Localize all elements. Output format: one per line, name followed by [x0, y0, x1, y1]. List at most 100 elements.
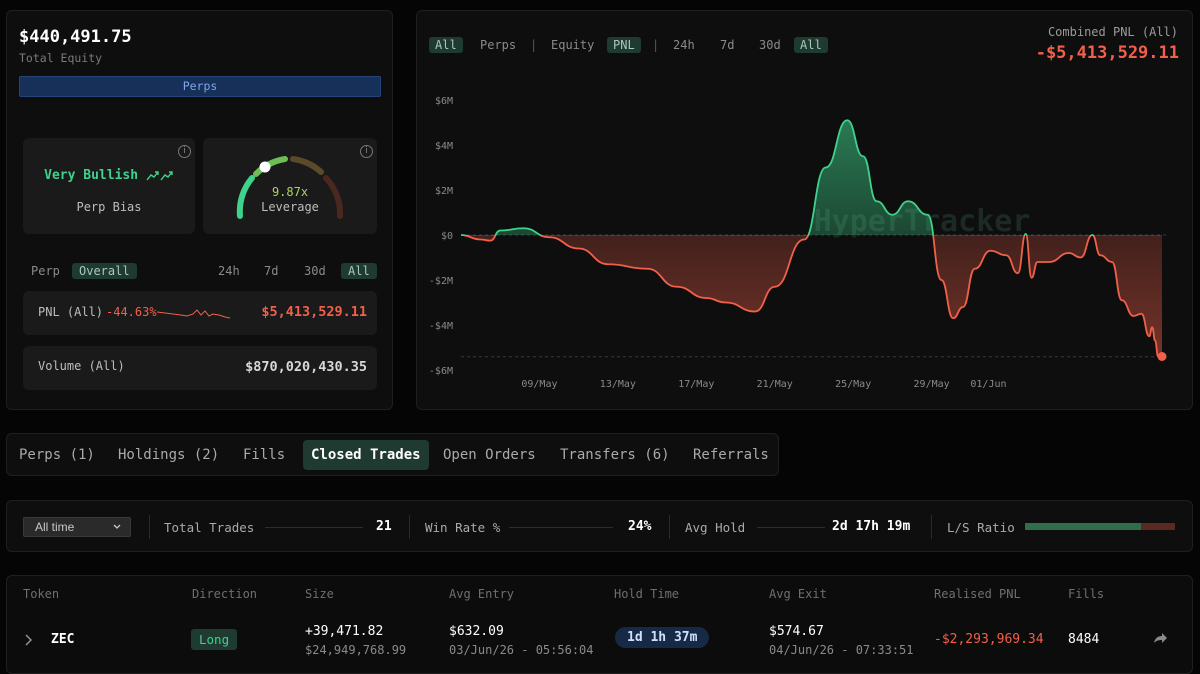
- divider: [149, 515, 150, 539]
- x-tick-label: 25/May: [835, 379, 871, 390]
- table-row[interactable]: ZEC Long +39,471.82 $24,949,768.99 $632.…: [7, 616, 1192, 668]
- chart-tab-pnl[interactable]: PNL: [607, 37, 641, 53]
- chevron-right-icon[interactable]: [24, 634, 32, 646]
- tab-closed-trades[interactable]: Closed Trades: [303, 440, 429, 470]
- tab-transfers[interactable]: Transfers (6): [560, 447, 670, 463]
- tab-perp[interactable]: Perp: [31, 264, 60, 278]
- pnl-chart[interactable]: $6M $4M $2M $0 -$2M -$4M -$6M 09/May 13/May 17/Ma…: [417, 11, 1194, 411]
- total-trades-label: Total Trades: [164, 520, 255, 535]
- trending-up-icon: [146, 170, 173, 180]
- time-range-dropdown[interactable]: All time: [23, 517, 131, 537]
- realised-pnl-value: -$2,293,969.34: [934, 632, 1044, 647]
- chart-tab-perps[interactable]: Perps: [480, 38, 517, 52]
- y-tick-label: -$2M: [429, 276, 453, 287]
- total-equity-value: $440,491.75: [19, 27, 132, 47]
- direction-badge: Long: [191, 629, 238, 650]
- divider: [757, 527, 825, 528]
- avg-exit-value: $574.67: [769, 624, 824, 639]
- chart-tab-all[interactable]: All: [429, 37, 463, 53]
- col-header-direction[interactable]: Direction: [192, 587, 258, 601]
- x-tick-label: 09/May: [521, 379, 557, 390]
- combined-pnl-value: -$5,413,529.11: [1035, 43, 1179, 63]
- combined-pnl-label: Combined PNL (All): [1047, 25, 1178, 39]
- pnl-sparkline: [157, 309, 231, 319]
- chart-range-all[interactable]: All: [794, 37, 828, 53]
- range-7d[interactable]: 7d: [264, 264, 279, 278]
- avg-hold-label: Avg Hold: [685, 520, 746, 535]
- share-icon[interactable]: [1152, 631, 1168, 645]
- col-header-avg-entry[interactable]: Avg Entry: [449, 587, 515, 601]
- col-header-token[interactable]: Token: [23, 587, 60, 601]
- win-rate-label: Win Rate %: [425, 520, 501, 535]
- total-trades-value: 21: [376, 519, 392, 534]
- pnl-value: $5,413,529.11: [261, 304, 367, 320]
- token-name[interactable]: ZEC: [51, 632, 75, 647]
- volume-value: $870,020,430.35: [245, 359, 367, 375]
- y-tick-label: $6M: [435, 96, 453, 107]
- leverage-label: Leverage: [261, 200, 319, 214]
- tab-fills[interactable]: Fills: [243, 447, 286, 463]
- y-tick-label: $0: [441, 231, 453, 242]
- chevron-down-icon: [113, 524, 121, 529]
- col-header-size[interactable]: Size: [305, 587, 334, 601]
- y-tick-label: -$6M: [429, 366, 453, 377]
- info-icon[interactable]: i: [178, 145, 191, 158]
- pnl-line-negative: [462, 236, 1162, 358]
- divider: [265, 527, 363, 528]
- perp-bias-card: i Very Bullish Perp Bias: [23, 138, 195, 234]
- tab-holdings[interactable]: Holdings (2): [118, 447, 220, 463]
- perp-bias-label: Perp Bias: [76, 200, 142, 214]
- ls-ratio-bar: [1025, 523, 1175, 530]
- tab-referrals[interactable]: Referrals: [693, 447, 769, 463]
- range-24h[interactable]: 24h: [218, 264, 240, 278]
- separator: |: [652, 38, 660, 52]
- divider: [509, 527, 613, 528]
- perps-allocation-bar[interactable]: Perps: [19, 76, 381, 97]
- pnl-label: PNL (All): [38, 305, 104, 319]
- pnl-row: PNL (All) -44.63% $5,413,529.11: [23, 291, 377, 335]
- divider: [409, 515, 410, 539]
- chart-tab-equity[interactable]: Equity: [551, 38, 595, 52]
- x-tick-label: 21/May: [757, 379, 793, 390]
- range-all[interactable]: All: [341, 263, 377, 279]
- pnl-chart-panel: All Perps | Equity PNL | 24h 7d 30d All …: [416, 10, 1193, 410]
- x-tick-label: 01/Jun: [970, 379, 1006, 390]
- y-tick-label: $2M: [435, 186, 453, 197]
- chart-range-24h[interactable]: 24h: [673, 38, 695, 52]
- tab-perps[interactable]: Perps (1): [19, 447, 95, 463]
- col-header-fills[interactable]: Fills: [1068, 587, 1105, 601]
- chart-range-7d[interactable]: 7d: [720, 38, 735, 52]
- account-summary-panel: $440,491.75 Total Equity Perps i Very Bu…: [6, 10, 393, 410]
- y-tick-label: -$4M: [429, 321, 453, 332]
- perp-bias-value: Very Bullish: [23, 168, 195, 183]
- chart-range-30d[interactable]: 30d: [759, 38, 781, 52]
- info-icon[interactable]: i: [360, 145, 373, 158]
- col-header-realised-pnl[interactable]: Realised PNL: [934, 587, 1021, 601]
- x-tick-label: 17/May: [678, 379, 714, 390]
- hold-time-badge: 1d 1h 37m: [615, 627, 710, 648]
- avg-entry-value: $632.09: [449, 624, 504, 639]
- tab-overall[interactable]: Overall: [72, 263, 137, 279]
- total-equity-label: Total Equity: [19, 51, 103, 65]
- volume-label: Volume (All): [38, 359, 125, 373]
- range-30d[interactable]: 30d: [304, 264, 326, 278]
- leverage-value: 9.87x: [271, 185, 309, 199]
- closed-trades-table: Token Direction Size Avg Entry Hold Time…: [6, 575, 1193, 674]
- col-header-avg-exit[interactable]: Avg Exit: [769, 587, 827, 601]
- leverage-card: i 9.87x Leverage: [203, 138, 377, 234]
- leverage-gauge: [236, 156, 344, 219]
- pnl-percent: -44.63%: [106, 305, 157, 319]
- trade-stats-bar: All time Total Trades 21 Win Rate % 24% …: [6, 500, 1193, 552]
- divider: [669, 515, 670, 539]
- x-tick-label: 29/May: [914, 379, 950, 390]
- volume-row: Volume (All) $870,020,430.35: [23, 346, 377, 390]
- last-value-dot: [1157, 352, 1167, 361]
- separator: |: [530, 38, 538, 52]
- y-tick-label: $4M: [435, 141, 453, 152]
- exit-time: 04/Jun/26 - 07:33:51: [769, 643, 914, 657]
- ls-ratio-long-fill: [1025, 523, 1141, 530]
- tab-open-orders[interactable]: Open Orders: [443, 447, 536, 463]
- pnl-area-negative: [467, 236, 1162, 357]
- main-tabs: Perps (1) Holdings (2) Fills Closed Trad…: [6, 433, 779, 476]
- col-header-hold-time[interactable]: Hold Time: [614, 587, 680, 601]
